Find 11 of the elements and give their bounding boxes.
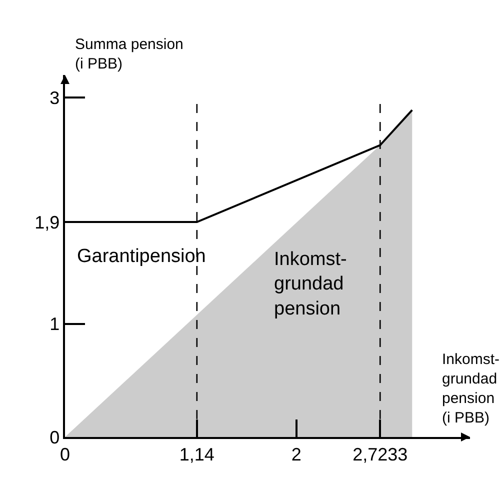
y-tick-label: 1	[50, 314, 60, 334]
y-tick-label: 1,9	[34, 212, 60, 232]
annotation: Garantipension	[77, 246, 206, 267]
x-tick-label: 1,14	[179, 444, 214, 464]
x-axis-title: Inkomst- grundad pension (i PBB)	[442, 351, 500, 426]
y-tick-label: 0	[50, 427, 60, 448]
y-axis-title: Summa pension (i PBB)	[75, 36, 184, 72]
annotation: Inkomst- grundad pension	[274, 249, 347, 320]
y-tick-label: 3	[50, 88, 60, 108]
x-tick-label: 2,7233	[352, 444, 408, 464]
x-tick-label: 2	[291, 444, 302, 464]
